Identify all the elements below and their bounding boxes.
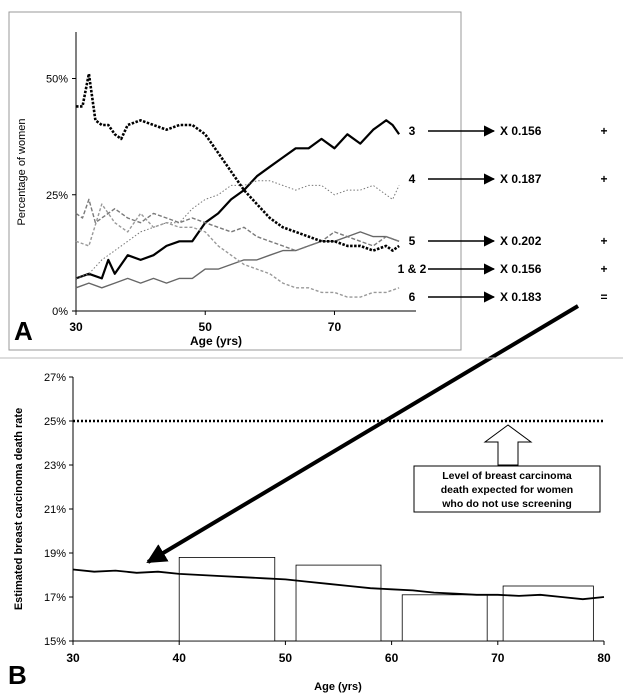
annotation-line-1: Level of breast carcinoma — [442, 470, 572, 482]
panel-a-x-label: Age (yrs) — [190, 334, 242, 348]
annotation-line-2: death expected for women — [441, 484, 573, 496]
panel-b-bar-4 — [502, 585, 594, 642]
panel-b-y-tick-label: 15% — [44, 636, 66, 648]
multiplier-row: 3 X 0.156 + — [409, 124, 608, 138]
panel-a-series-line-3 — [75, 231, 400, 289]
multiplier-factor: X 0.187 — [500, 172, 542, 186]
panel-a-y-label: Percentage of women — [16, 118, 28, 225]
panel-b-y-tick-label: 27% — [44, 372, 66, 384]
panel-a-series-line-1 — [75, 119, 401, 280]
multiplier-group-label: 3 — [409, 124, 416, 138]
panel-a-series-line-6 — [76, 72, 400, 252]
panel-a-x-tick-label: 30 — [69, 320, 83, 334]
multiplier-row: 1 & 2 X 0.156 + — [398, 262, 608, 276]
panel-a-letter: A — [14, 316, 33, 346]
panel-b-x-tick-label: 80 — [597, 651, 611, 665]
multiplier-factor: X 0.183 — [500, 290, 542, 304]
multiplier-factor: X 0.156 — [500, 124, 542, 138]
panel-a: 0% 25% 50% 30 50 70 Age (yrs) Percentage of … — [8, 11, 462, 351]
panel-b-bars — [178, 557, 594, 642]
multiplier-operator: + — [600, 124, 607, 138]
multiplier-operator: = — [600, 290, 607, 304]
panel-b-bar-2 — [295, 564, 382, 642]
panel-a-series-line-4 — [75, 198, 400, 252]
panel-a-x-ticks: 30 50 70 — [69, 311, 341, 334]
panel-b-y-tick-label: 21% — [44, 504, 66, 516]
multiplier-factor: X 0.202 — [500, 234, 542, 248]
panel-a-y-tick-label: 50% — [46, 74, 68, 86]
connector-arrow — [146, 304, 580, 564]
panel-a-y-tick-label: 25% — [46, 190, 68, 202]
annotation-arrow — [483, 424, 533, 466]
panel-a-x-tick-label: 70 — [328, 320, 342, 334]
panel-b-y-label: Estimated breast carcinoma death rate — [13, 408, 25, 610]
panel-a-y-tick-label: 0% — [52, 306, 68, 318]
panel-b-bar-1 — [178, 557, 276, 642]
panel-a-y-ticks: 0% 25% 50% — [46, 74, 76, 318]
multiplier-column: 3 X 0.156 +4 X 0.187 +5 X 0.202 +1 & 2 X 0.156 +… — [398, 124, 608, 304]
panel-b-x-tick-label: 50 — [279, 651, 293, 665]
multiplier-group-label: 6 — [409, 290, 416, 304]
panel-b-series-line-1 — [72, 568, 605, 601]
multiplier-operator: + — [600, 172, 607, 186]
panel-a-x-tick-label: 50 — [199, 320, 213, 334]
panel-b-y-tick-label: 25% — [44, 416, 66, 428]
panel-b-y-ticks: 15% 17% 19% 21% 23% 25% 27% — [44, 372, 73, 648]
multiplier-row: 5 X 0.202 + — [409, 234, 608, 248]
panel-b-x-ticks: 30 40 50 60 70 80 — [66, 641, 611, 665]
panel-b-bar-3 — [401, 594, 488, 642]
annotation-line-3: who do not use screening — [441, 498, 572, 510]
panel-b-y-tick-label: 19% — [44, 548, 66, 560]
panel-b-series — [72, 568, 605, 601]
multiplier-operator: + — [600, 234, 607, 248]
multiplier-factor: X 0.156 — [500, 262, 542, 276]
annotation-box — [413, 465, 601, 513]
panel-b-x-tick-label: 70 — [491, 651, 505, 665]
multiplier-group-label: 1 & 2 — [398, 262, 427, 276]
multiplier-row: 4 X 0.187 + — [409, 172, 608, 186]
panel-b-x-tick-label: 40 — [173, 651, 187, 665]
panel-b: 15% 17% 19% 21% 23% 25% 27% 30 40 50 60 70 80 Level… — [0, 357, 623, 693]
panel-a-series-line-5 — [75, 203, 400, 298]
multiplier-operator: + — [600, 262, 607, 276]
multiplier-row: 6 X 0.183 = — [409, 290, 608, 304]
panel-b-x-tick-label: 60 — [385, 651, 399, 665]
panel-b-x-label: Age (yrs) — [314, 681, 362, 693]
annotation: Level of breast carcinoma death expected… — [413, 424, 601, 513]
panel-a-frame — [8, 11, 462, 351]
panel-b-x-tick-label: 30 — [66, 651, 80, 665]
multiplier-group-label: 4 — [409, 172, 416, 186]
panel-a-series — [75, 72, 401, 298]
panel-b-y-tick-label: 23% — [44, 460, 66, 472]
panel-b-letter: B — [8, 660, 27, 690]
panel-b-y-tick-label: 17% — [44, 592, 66, 604]
multiplier-group-label: 5 — [409, 234, 416, 248]
